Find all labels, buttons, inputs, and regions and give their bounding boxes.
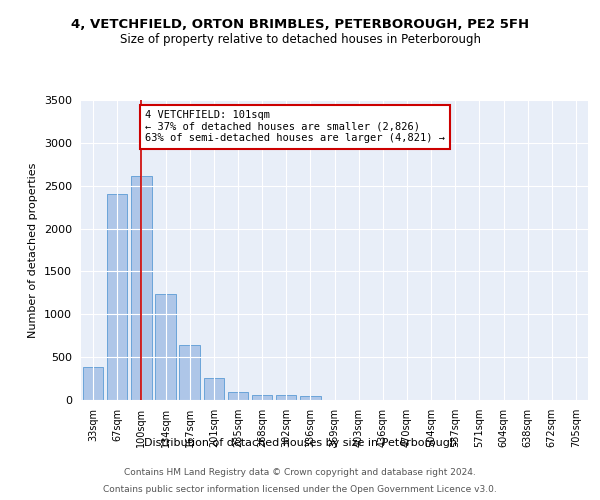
Bar [227, 392, 248, 400]
Y-axis label: Number of detached properties: Number of detached properties [28, 162, 38, 338]
Text: Size of property relative to detached houses in Peterborough: Size of property relative to detached ho… [119, 32, 481, 46]
Text: 4 VETCHFIELD: 101sqm
← 37% of detached houses are smaller (2,826)
63% of semi-de: 4 VETCHFIELD: 101sqm ← 37% of detached h… [145, 110, 445, 144]
Bar [107, 194, 127, 400]
Text: Contains public sector information licensed under the Open Government Licence v3: Contains public sector information licen… [103, 484, 497, 494]
Bar [131, 176, 152, 400]
Bar [203, 378, 224, 400]
Text: Contains HM Land Registry data © Crown copyright and database right 2024.: Contains HM Land Registry data © Crown c… [124, 468, 476, 477]
Bar [252, 395, 272, 400]
Bar [300, 396, 320, 400]
Text: Distribution of detached houses by size in Peterborough: Distribution of detached houses by size … [143, 438, 457, 448]
Bar [155, 294, 176, 400]
Bar [179, 345, 200, 400]
Text: 4, VETCHFIELD, ORTON BRIMBLES, PETERBOROUGH, PE2 5FH: 4, VETCHFIELD, ORTON BRIMBLES, PETERBORO… [71, 18, 529, 30]
Bar [83, 366, 103, 400]
Bar [276, 396, 296, 400]
